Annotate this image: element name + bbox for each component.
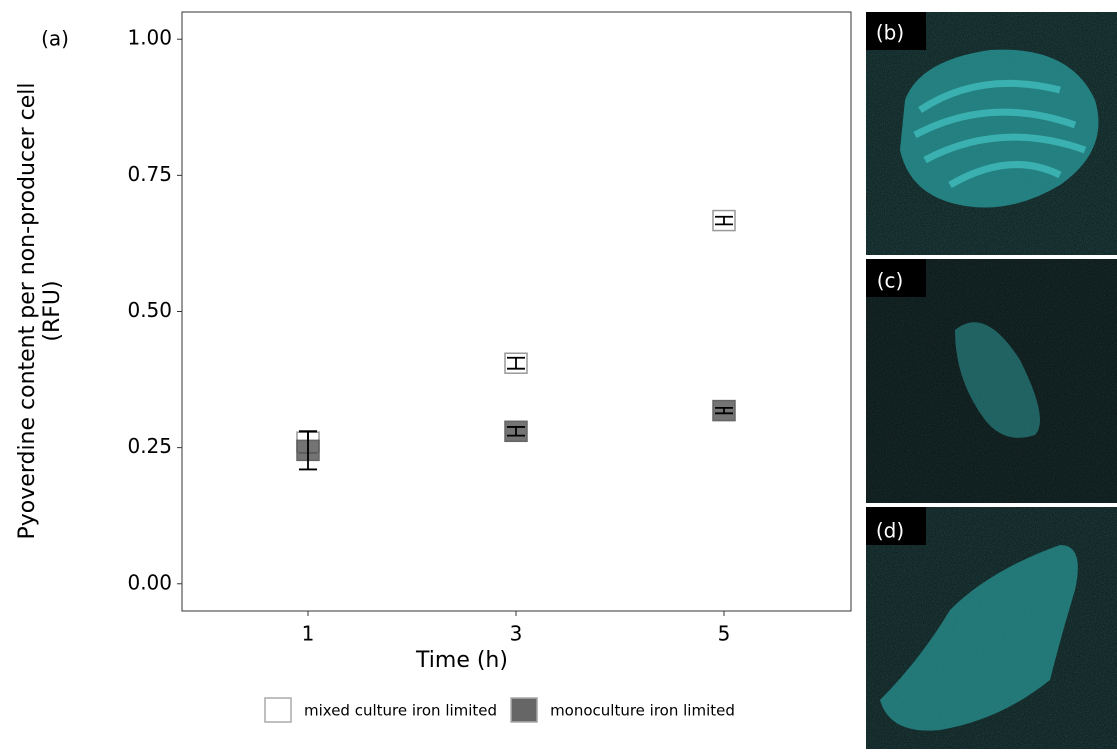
legend-label: mixed culture iron limited [304, 702, 497, 720]
x-tick-label: 1 [302, 622, 315, 646]
error-bar [715, 215, 733, 226]
legend-swatch [264, 697, 292, 723]
error-bar [507, 356, 525, 370]
x-tick-label: 3 [510, 622, 523, 646]
panel-label: (c) [877, 269, 904, 293]
legend-label: monoculture iron limited [550, 702, 735, 720]
y-tick-label: 0.25 [127, 434, 172, 458]
image-d: (d) [866, 507, 1117, 749]
x-tick-label: 5 [718, 622, 731, 646]
y-tick-label: 0.50 [127, 298, 172, 322]
y-tick-label: 1.00 [127, 26, 172, 50]
error-bar [715, 406, 733, 415]
panel-label: (b) [876, 21, 904, 45]
y-tick-label: 0.75 [127, 162, 172, 186]
plot-area [181, 11, 852, 612]
x-axis-label: Time (h) [415, 648, 508, 673]
error-bar [299, 430, 317, 471]
panel-label: (a) [41, 27, 69, 51]
panel-label: (d) [876, 519, 904, 543]
y-tick-label: 0.00 [127, 570, 172, 594]
image-c: (c) [866, 259, 1117, 503]
error-bar [507, 426, 525, 437]
y-axis-label: Pyoverdine content per non-producer cell [15, 83, 40, 540]
y-axis-label: (RFU) [40, 280, 65, 341]
image-b: (b) [866, 12, 1117, 255]
legend-swatch [510, 697, 538, 723]
